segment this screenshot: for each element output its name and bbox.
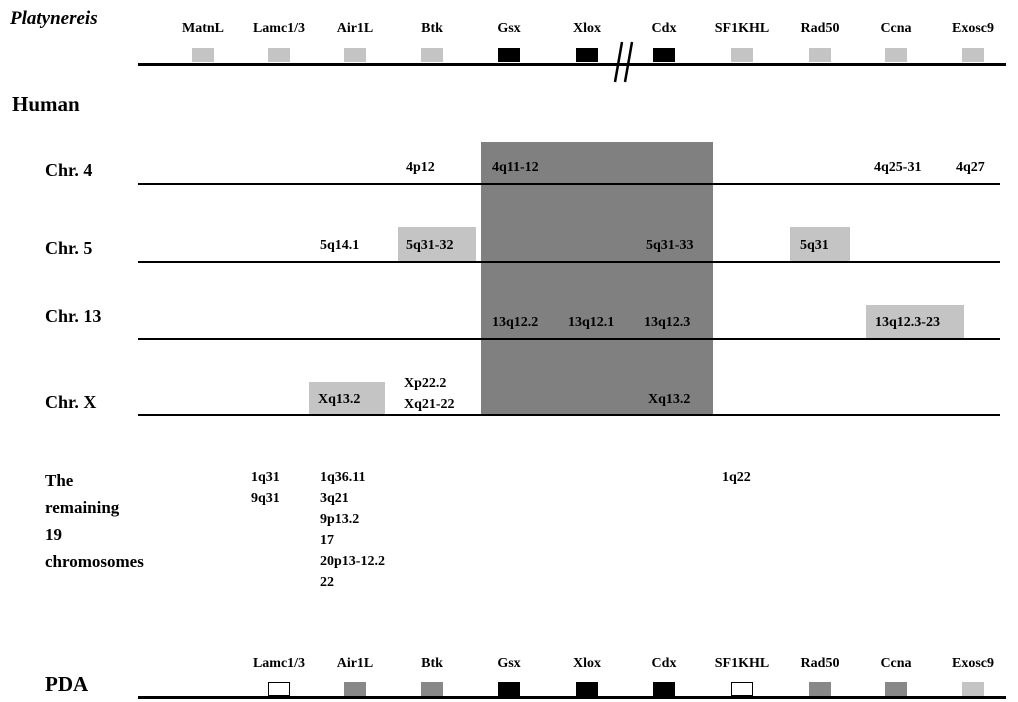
plat-marker-xlox [576, 48, 598, 62]
chrx-label: Chr. X [45, 392, 97, 412]
pda-label: PDA [45, 672, 89, 696]
chr4-band-exosc9: 4q27 [956, 160, 985, 175]
plat-marker-btk [421, 48, 443, 62]
chrx-line [138, 414, 1000, 416]
pda-gene-label-air1l: Air1L [336, 656, 374, 671]
pda-gene-label-gsx: Gsx [497, 656, 521, 671]
chr13-band-gsx: 13q12.2 [492, 315, 539, 330]
remaining-title-line: The [45, 471, 74, 490]
remaining-band: 9p13.2 [320, 512, 360, 527]
plat-chromosome-line [138, 63, 1006, 66]
chr5-label: Chr. 5 [45, 238, 93, 258]
pda-marker-sf1khl [731, 682, 753, 696]
chr5-box-rad50 [790, 227, 850, 261]
plat-gene-label-air1l: Air1L [336, 21, 374, 36]
chr5-band-rad50: 5q31 [800, 238, 829, 253]
pda-gene-label-xlox: Xlox [573, 656, 601, 671]
remaining-band: 22 [320, 575, 334, 590]
pda-gene-label-lamc: Lamc1/3 [252, 656, 306, 671]
remaining-band: 3q21 [320, 491, 349, 506]
chr13-line [138, 338, 1000, 340]
plat-gene-label-exosc9: Exosc9 [952, 21, 994, 36]
chromosome-break-icon [613, 41, 634, 83]
remaining-band: 9q31 [251, 491, 280, 506]
remaining-band: 20p13-12.2 [320, 554, 385, 569]
plat-marker-gsx [498, 48, 520, 62]
chr5-band-btk: 5q31-32 [406, 238, 454, 253]
chr4-band-ccna: 4q25-31 [874, 160, 922, 175]
pda-marker-air1l [344, 682, 366, 696]
chr5-box-btk [398, 227, 476, 261]
plat-gene-label-lamc: Lamc1/3 [252, 21, 306, 36]
pda-gene-label-sf1khl: SF1KHL [714, 656, 770, 671]
plat-gene-label-sf1khl: SF1KHL [714, 21, 770, 36]
pda-gene-label-ccna: Ccna [880, 656, 912, 671]
remaining-title-line: remaining [45, 498, 120, 517]
pda-gene-label-cdx: Cdx [651, 656, 677, 671]
remaining-sf1khl-list: 1q22 [722, 467, 751, 488]
plat-gene-label-btk: Btk [421, 21, 443, 36]
plat-gene-label-rad50: Rad50 [800, 21, 840, 36]
chr13-band-ccna: 13q12.3-23 [875, 315, 940, 330]
pda-gene-label-btk: Btk [421, 656, 443, 671]
chr4-line [138, 183, 1000, 185]
chr13-label: Chr. 13 [45, 306, 102, 326]
plat-marker-sf1khl [731, 48, 753, 62]
plat-marker-cdx [653, 48, 675, 62]
pda-gene-label-rad50: Rad50 [800, 656, 840, 671]
chr13-box-ccna [866, 305, 964, 338]
shaded-conserved-region [481, 142, 713, 416]
chrx-band-btk-1: Xp22.2 [404, 376, 447, 391]
remaining-band: 1q31 [251, 470, 280, 485]
chr5-band-air1l: 5q14.1 [320, 238, 360, 253]
pda-marker-gsx [498, 682, 520, 696]
pda-chromosome-line [138, 696, 1006, 699]
species-label: Platynereis [10, 8, 98, 29]
plat-marker-matnl [192, 48, 214, 62]
chr13-band-cdx: 13q12.3 [644, 315, 691, 330]
remaining-title: The remaining 19 chromosomes [45, 467, 144, 575]
remaining-band: 17 [320, 533, 334, 548]
remaining-band: 1q22 [722, 470, 751, 485]
pda-marker-exosc9 [962, 682, 984, 696]
pda-marker-btk [421, 682, 443, 696]
chr5-band-cdx: 5q31-33 [646, 238, 694, 253]
pda-marker-rad50 [809, 682, 831, 696]
chr13-band-xlox: 13q12.1 [568, 315, 615, 330]
plat-marker-rad50 [809, 48, 831, 62]
pda-gene-label-exosc9: Exosc9 [952, 656, 994, 671]
pda-marker-xlox [576, 682, 598, 696]
pda-marker-ccna [885, 682, 907, 696]
pda-marker-cdx [653, 682, 675, 696]
chr4-band-btk: 4p12 [406, 160, 435, 175]
chr5-line [138, 261, 1000, 263]
plat-marker-exosc9 [962, 48, 984, 62]
remaining-band: 1q36.11 [320, 470, 366, 485]
chr4-band-gsx: 4q11-12 [492, 160, 539, 175]
remaining-lamc-list: 1q31 9q31 [251, 467, 280, 509]
pda-marker-lamc [268, 682, 290, 696]
remaining-title-line: 19 [45, 525, 62, 544]
plat-marker-air1l [344, 48, 366, 62]
plat-gene-label-xlox: Xlox [573, 21, 601, 36]
plat-gene-label-gsx: Gsx [497, 21, 521, 36]
chr4-label: Chr. 4 [45, 160, 93, 180]
remaining-air1l-list: 1q36.11 3q21 9p13.2 17 20p13-12.2 22 [320, 467, 385, 593]
plat-gene-label-ccna: Ccna [880, 21, 912, 36]
chrx-band-cdx: Xq13.2 [648, 392, 691, 407]
chrx-band-air1l: Xq13.2 [318, 392, 361, 407]
chrx-band-btk-2: Xq21-22 [404, 397, 455, 412]
plat-gene-label-cdx: Cdx [651, 21, 677, 36]
plat-marker-ccna [885, 48, 907, 62]
plat-marker-lamc [268, 48, 290, 62]
human-label: Human [12, 92, 80, 116]
remaining-title-line: chromosomes [45, 552, 144, 571]
chrx-box-air1l [309, 382, 385, 414]
plat-gene-label-matnl: MatnL [182, 21, 224, 36]
